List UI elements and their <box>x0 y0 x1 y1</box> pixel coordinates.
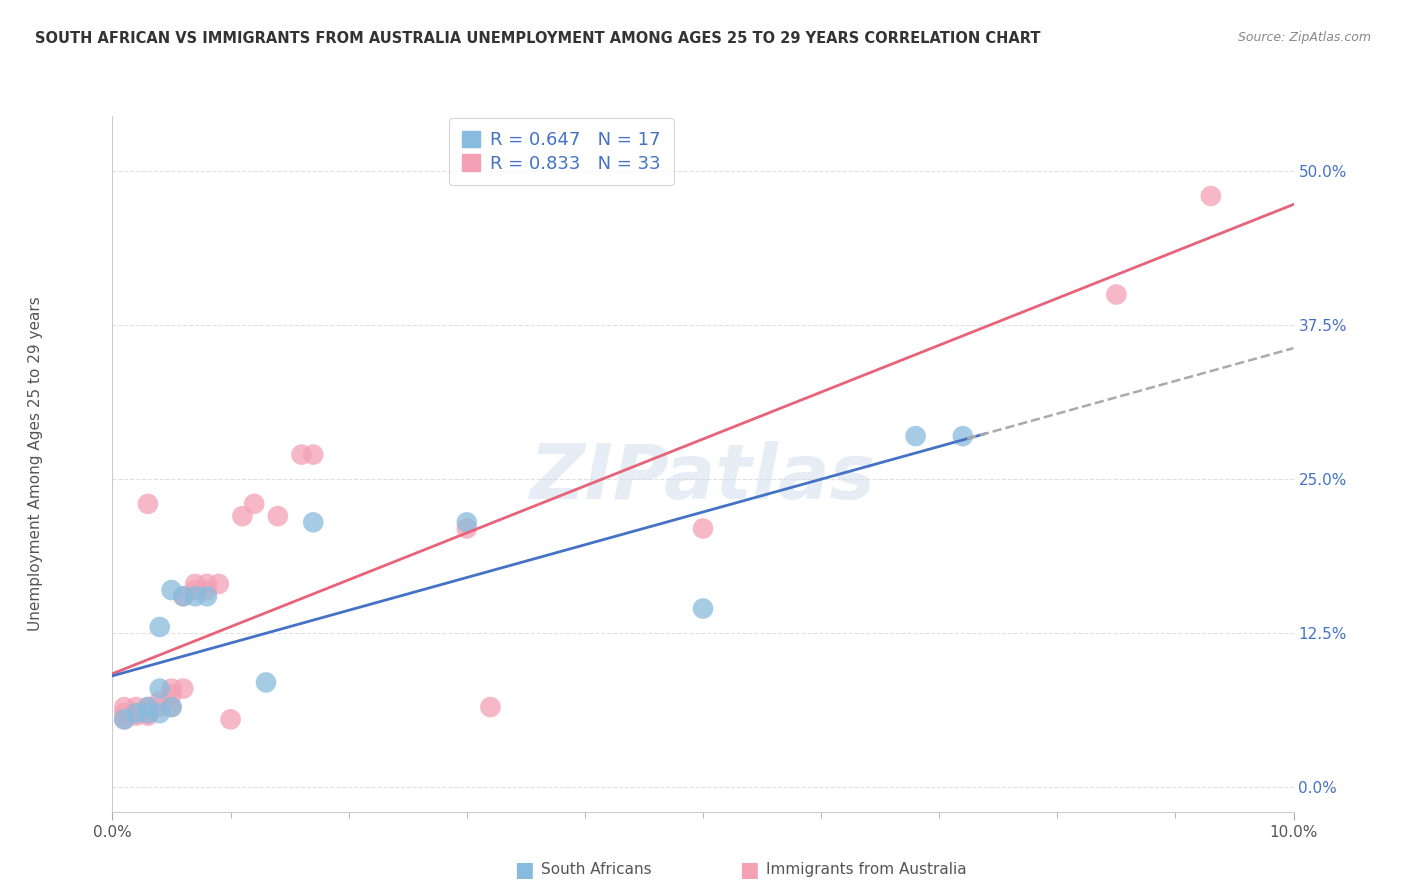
Point <box>160 688 183 702</box>
Point <box>136 708 159 723</box>
Point <box>112 712 135 726</box>
Point <box>136 706 159 721</box>
Point <box>302 516 325 530</box>
Point <box>160 681 183 696</box>
Point <box>479 700 502 714</box>
Point <box>136 497 159 511</box>
Point <box>1105 287 1128 301</box>
Point <box>243 497 266 511</box>
Text: Unemployment Among Ages 25 to 29 years: Unemployment Among Ages 25 to 29 years <box>28 296 42 632</box>
Text: South Africans: South Africans <box>541 863 652 877</box>
Text: SOUTH AFRICAN VS IMMIGRANTS FROM AUSTRALIA UNEMPLOYMENT AMONG AGES 25 TO 29 YEAR: SOUTH AFRICAN VS IMMIGRANTS FROM AUSTRAL… <box>35 31 1040 46</box>
Point <box>254 675 277 690</box>
Text: ■: ■ <box>740 860 759 880</box>
Point <box>904 429 927 443</box>
Point <box>172 681 194 696</box>
Point <box>136 700 159 714</box>
Point <box>231 509 253 524</box>
Point <box>219 712 242 726</box>
Point <box>1199 189 1222 203</box>
Point <box>195 577 218 591</box>
Point <box>456 516 478 530</box>
Point <box>195 583 218 598</box>
Text: Immigrants from Australia: Immigrants from Australia <box>766 863 967 877</box>
Text: ZIPatlas: ZIPatlas <box>530 441 876 515</box>
Point <box>195 589 218 603</box>
Point <box>172 589 194 603</box>
Point <box>184 577 207 591</box>
Point <box>112 706 135 721</box>
Point <box>160 583 183 598</box>
Text: Source: ZipAtlas.com: Source: ZipAtlas.com <box>1237 31 1371 45</box>
Point <box>149 620 172 634</box>
Point <box>149 694 172 708</box>
Point <box>692 521 714 535</box>
Point <box>125 706 148 721</box>
Point <box>136 700 159 714</box>
Point <box>172 589 194 603</box>
Point <box>184 589 207 603</box>
Point <box>125 708 148 723</box>
Point <box>149 681 172 696</box>
Point <box>208 577 231 591</box>
Point <box>160 700 183 714</box>
Point <box>952 429 974 443</box>
Point <box>112 700 135 714</box>
Point <box>112 712 135 726</box>
Point <box>149 706 172 721</box>
Point <box>136 706 159 721</box>
Point <box>160 700 183 714</box>
Point <box>692 601 714 615</box>
Point <box>290 448 312 462</box>
Point <box>456 521 478 535</box>
Legend: R = 0.647   N = 17, R = 0.833   N = 33: R = 0.647 N = 17, R = 0.833 N = 33 <box>449 118 673 186</box>
Point <box>125 700 148 714</box>
Point <box>149 700 172 714</box>
Point <box>302 448 325 462</box>
Text: ■: ■ <box>515 860 534 880</box>
Point <box>184 583 207 598</box>
Point <box>125 706 148 721</box>
Point <box>267 509 290 524</box>
